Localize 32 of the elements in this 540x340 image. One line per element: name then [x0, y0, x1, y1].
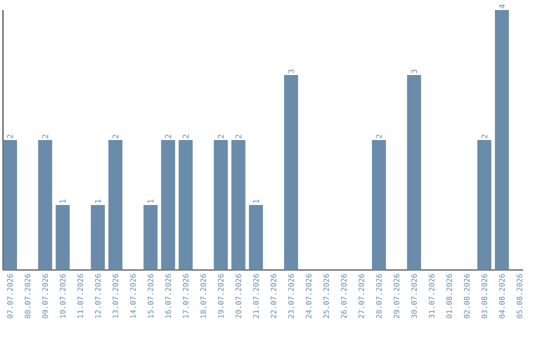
bar: [3, 140, 17, 270]
data-label: 2: [112, 134, 118, 138]
bar: [231, 140, 246, 270]
bar: [248, 205, 263, 270]
data-label: 2: [7, 134, 13, 138]
bar: [284, 75, 298, 270]
bar: [90, 205, 105, 270]
bar: [108, 140, 122, 270]
bar: [407, 75, 422, 270]
bar: [56, 205, 70, 270]
data-label: 1: [253, 200, 259, 203]
data-label: 2: [42, 134, 48, 138]
bar: [372, 140, 386, 270]
data-label: 2: [165, 134, 172, 138]
data-label: 1: [94, 200, 101, 203]
data-label: 1: [60, 200, 66, 203]
bar: [477, 140, 492, 270]
bar: [161, 140, 176, 270]
data-label: 3: [288, 70, 294, 74]
data-label: 2: [481, 134, 488, 138]
bar: [144, 205, 158, 270]
data-label: 3: [411, 70, 418, 74]
data-label: 2: [376, 134, 382, 138]
bar: [178, 140, 193, 270]
data-label: 1: [148, 200, 154, 203]
data-label: 2: [235, 134, 242, 138]
data-label: 2: [218, 134, 224, 138]
bar: [214, 140, 228, 270]
bar: [494, 10, 509, 270]
data-label: 2: [182, 134, 189, 138]
data-label: 4: [498, 4, 505, 8]
bar: [38, 140, 52, 270]
